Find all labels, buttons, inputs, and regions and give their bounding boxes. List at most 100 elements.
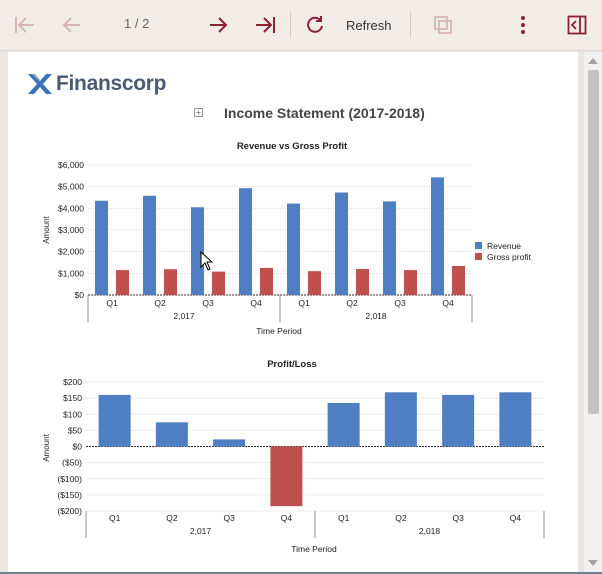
legend-label-revenue: Revenue [487, 241, 521, 251]
next-page-icon [210, 17, 228, 33]
x-tick-label: Q1 [338, 513, 350, 523]
scrollbar-thumb[interactable] [588, 70, 599, 414]
tick-labels: ($200) ($150) ($100) ($50) $0 $50 $100 $150 $200… [57, 377, 521, 536]
group-label: 2,018 [365, 311, 387, 321]
vertical-scrollbar[interactable] [584, 52, 602, 572]
group-label: 2,017 [173, 311, 195, 321]
refresh-label: Refresh [346, 17, 392, 33]
scroll-up-icon[interactable] [588, 58, 598, 64]
y-tick-label: $5,000 [58, 182, 84, 192]
bar [287, 203, 300, 295]
page-indicator[interactable]: 1 / 2 [124, 16, 150, 31]
x-tick-label: Q2 [346, 298, 358, 308]
report-title: Income Statement (2017-2018) [224, 105, 425, 121]
y-tick-label: $200 [63, 377, 82, 387]
expand-toggle-icon[interactable]: + [194, 108, 203, 117]
y-tick-label: $50 [68, 425, 82, 435]
bar [155, 422, 188, 447]
axis [87, 294, 473, 322]
bar [327, 402, 360, 447]
y-tick-label: ($50) [62, 458, 82, 468]
y-tick-label: ($200) [57, 506, 82, 516]
y-tick-label: $1,000 [58, 268, 84, 278]
first-page-button[interactable] [10, 10, 40, 40]
bar [213, 439, 246, 447]
export-icon [434, 16, 452, 34]
bar [239, 188, 252, 295]
bar [383, 201, 396, 295]
previous-page-button[interactable] [56, 10, 86, 40]
x-axis-label: Time Period [256, 326, 302, 336]
mouse-cursor-icon [200, 251, 214, 271]
bar [260, 267, 273, 295]
bar [499, 392, 532, 447]
x-tick-label: Q3 [223, 513, 235, 523]
bars [95, 177, 465, 295]
report-toolbar: 1 / 2 Refresh [0, 0, 602, 51]
chart-title: Revenue vs Gross Profit [237, 141, 348, 152]
bar [442, 394, 475, 447]
x-tick-label: Q1 [109, 513, 121, 523]
y-tick-label: $0 [73, 442, 83, 452]
group-label: 2,017 [190, 526, 212, 536]
x-tick-label: Q4 [510, 513, 522, 523]
y-axis-label: Amount [42, 215, 51, 243]
bar [98, 394, 131, 447]
x-tick-label: Q2 [395, 513, 407, 523]
x-tick-label: Q1 [106, 298, 118, 308]
x-tick-label: Q4 [281, 513, 293, 523]
bottom-border [0, 572, 602, 574]
x-tick-label: Q1 [298, 298, 310, 308]
x-tick-label: Q3 [394, 298, 406, 308]
y-tick-label: ($150) [57, 490, 82, 500]
profit-loss-chart: Profit/Loss Amount Time Period ($200) ($1… [42, 359, 545, 554]
previous-page-icon [62, 17, 80, 33]
bar [308, 271, 321, 295]
legend-label-gross-profit: Gross profit [487, 252, 532, 262]
last-page-button[interactable] [250, 10, 280, 40]
bar [191, 207, 204, 295]
next-page-button[interactable] [204, 10, 234, 40]
company-logo: Finanscorp [26, 72, 166, 96]
sidebar-toggle-icon [567, 15, 587, 35]
x-tick-label: Q4 [250, 298, 262, 308]
bar [335, 192, 348, 295]
x-tick-label: Q3 [452, 513, 464, 523]
scroll-down-icon[interactable] [588, 560, 598, 566]
logo-text: Finanscorp [56, 72, 167, 95]
x-tick-label: Q3 [202, 298, 214, 308]
x-tick-label: Q4 [442, 298, 454, 308]
more-icon [521, 16, 525, 34]
y-tick-label: $3,000 [58, 225, 84, 235]
y-axis-label: Amount [42, 433, 51, 461]
sidebar-toggle-button[interactable] [562, 10, 592, 40]
chart-title: Profit/Loss [267, 359, 317, 370]
group-label: 2,018 [419, 526, 441, 536]
refresh-icon [307, 16, 323, 33]
logo-mark-icon [28, 74, 52, 94]
x-tick-label: Q2 [154, 298, 166, 308]
legend-swatch-gross-profit [475, 253, 482, 260]
bars [98, 392, 532, 507]
toolbar-separator [290, 12, 291, 38]
toolbar-separator [410, 12, 411, 38]
y-tick-label: $100 [63, 409, 82, 419]
refresh-button[interactable]: Refresh [304, 10, 394, 40]
bar [95, 200, 108, 295]
bar [143, 195, 156, 295]
export-button[interactable] [428, 10, 458, 40]
x-axis-label: Time Period [291, 544, 337, 554]
x-tick-label: Q2 [166, 513, 178, 523]
revenue-gross-profit-chart: Revenue vs Gross Profit Amount Time Peri… [42, 141, 532, 336]
bar [404, 270, 417, 295]
y-tick-label: ($100) [57, 474, 82, 484]
legend: Revenue Gross profit [475, 241, 532, 262]
first-page-icon [15, 17, 34, 33]
more-options-button[interactable] [508, 10, 538, 40]
bar [212, 271, 225, 295]
bar [431, 177, 444, 295]
y-tick-label: $2,000 [58, 247, 84, 257]
bar [270, 446, 303, 507]
y-tick-label: $0 [75, 290, 85, 300]
tick-labels: $0 $1,000 $2,000 $3,000 $4,000 $5,000 $6,000 Q1… [58, 160, 454, 321]
